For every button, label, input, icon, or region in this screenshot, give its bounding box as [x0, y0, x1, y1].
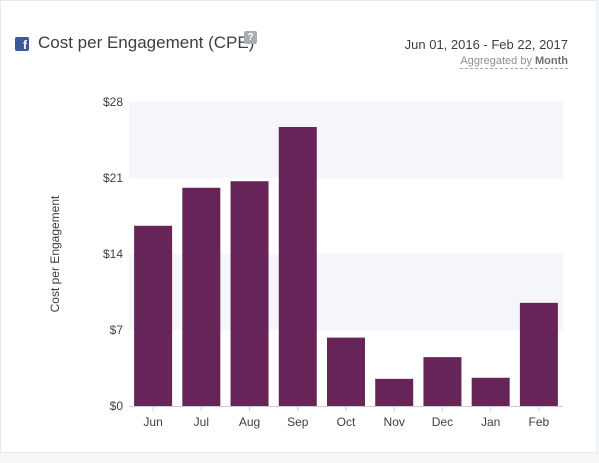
- date-range[interactable]: Jun 01, 2016 - Feb 22, 2017: [404, 37, 568, 52]
- y-axis-ticks: $0 $7 $14 $21 $28: [103, 95, 123, 413]
- chart-card: f Cost per Engagement (CPE) ? Jun 01, 20…: [0, 0, 597, 453]
- x-tick-label: Jan: [481, 415, 500, 429]
- x-tick-label: Jul: [194, 415, 209, 429]
- facebook-icon: f: [15, 37, 29, 51]
- x-tick-label: Aug: [239, 415, 260, 429]
- bar-aug: [230, 181, 269, 406]
- bar-sep: [278, 126, 317, 406]
- aggregation-selector[interactable]: Aggregated by Month: [460, 55, 568, 69]
- x-tick-label: Feb: [529, 415, 550, 429]
- bar-dec: [423, 357, 462, 406]
- x-tick-label: Dec: [432, 415, 453, 429]
- x-tick-label: Nov: [384, 415, 405, 429]
- y-tick-label: $14: [103, 247, 123, 261]
- x-tick-label: Jun: [143, 415, 162, 429]
- y-tick-label: $7: [110, 323, 124, 337]
- aggregation-value[interactable]: Month: [535, 55, 568, 67]
- y-tick-label: $0: [110, 399, 124, 413]
- y-axis-label: Cost per Engagement: [48, 195, 62, 312]
- bar-feb: [519, 302, 558, 406]
- aggregation-prefix: Aggregated by: [460, 55, 532, 67]
- chart-bars: [134, 126, 558, 406]
- y-tick-label: $21: [103, 171, 123, 185]
- bar-nov: [375, 378, 414, 406]
- help-icon[interactable]: ?: [244, 31, 257, 44]
- bar-oct: [327, 337, 365, 406]
- x-tick-label: Oct: [337, 415, 356, 429]
- bar-jan: [471, 377, 510, 406]
- y-tick-label: $28: [103, 95, 123, 109]
- chart-band: [129, 102, 563, 178]
- bar-chart: $0 $7 $14 $21 $28 Jun Jul Aug Sep Oct Nov Dec Jan Fe…: [48, 95, 563, 429]
- x-tick-label: Sep: [287, 415, 309, 429]
- bar-jun: [134, 225, 173, 406]
- chart-title: Cost per Engagement (CPE): [38, 33, 255, 52]
- bar-jul: [182, 187, 221, 406]
- x-axis-ticks: Jun Jul Aug Sep Oct Nov Dec Jan Feb: [143, 406, 550, 429]
